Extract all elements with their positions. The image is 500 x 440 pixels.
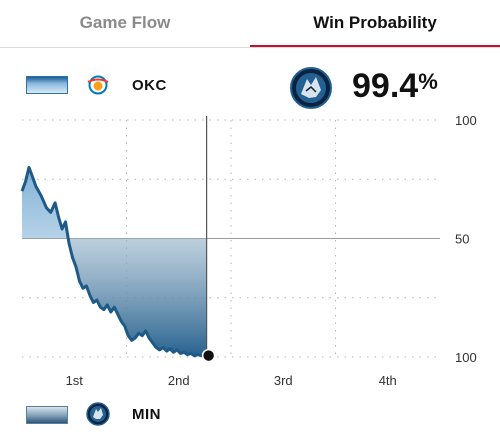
- tab-win-probability[interactable]: Win Probability: [313, 13, 437, 32]
- min-area-fill: [22, 238, 207, 356]
- x-tick-label: 3rd: [274, 373, 293, 388]
- bottom-team-row: MIN: [0, 400, 500, 430]
- tab-game-flow[interactable]: Game Flow: [79, 13, 171, 32]
- y-axis-ticks: 100 50 100: [455, 113, 477, 365]
- x-tick-label: 2nd: [168, 373, 190, 388]
- active-tab-indicator: [250, 45, 500, 48]
- chart-tabs: Game Flow Win Probability: [0, 0, 500, 48]
- win-probability-value: 99.4%: [352, 67, 438, 105]
- probability-area: [20, 116, 216, 363]
- current-point-marker: [201, 348, 216, 363]
- min-team-label: MIN: [132, 406, 161, 423]
- thunder-logo-icon: [87, 75, 109, 95]
- x-tick-label: 4th: [379, 373, 397, 388]
- win-probability-chart: 100 50 100 1st 2nd 3rd 4th: [20, 113, 477, 388]
- x-tick-label: 1st: [66, 373, 84, 388]
- y-tick-label: 100: [455, 350, 477, 365]
- okc-area-fill: [22, 167, 69, 238]
- series-line: [20, 165, 207, 358]
- y-tick-label: 50: [455, 232, 469, 247]
- top-team-row: OKC 99.4%: [0, 62, 500, 112]
- timberwolves-logo-icon: [86, 402, 110, 426]
- tabs-divider: [0, 47, 500, 48]
- okc-team-label: OKC: [132, 77, 167, 94]
- x-axis-ticks: 1st 2nd 3rd 4th: [66, 373, 397, 388]
- y-tick-label: 100: [455, 113, 477, 128]
- okc-legend-swatch: [26, 76, 68, 94]
- min-legend-swatch: [26, 406, 68, 424]
- timberwolves-logo-icon: [290, 67, 332, 109]
